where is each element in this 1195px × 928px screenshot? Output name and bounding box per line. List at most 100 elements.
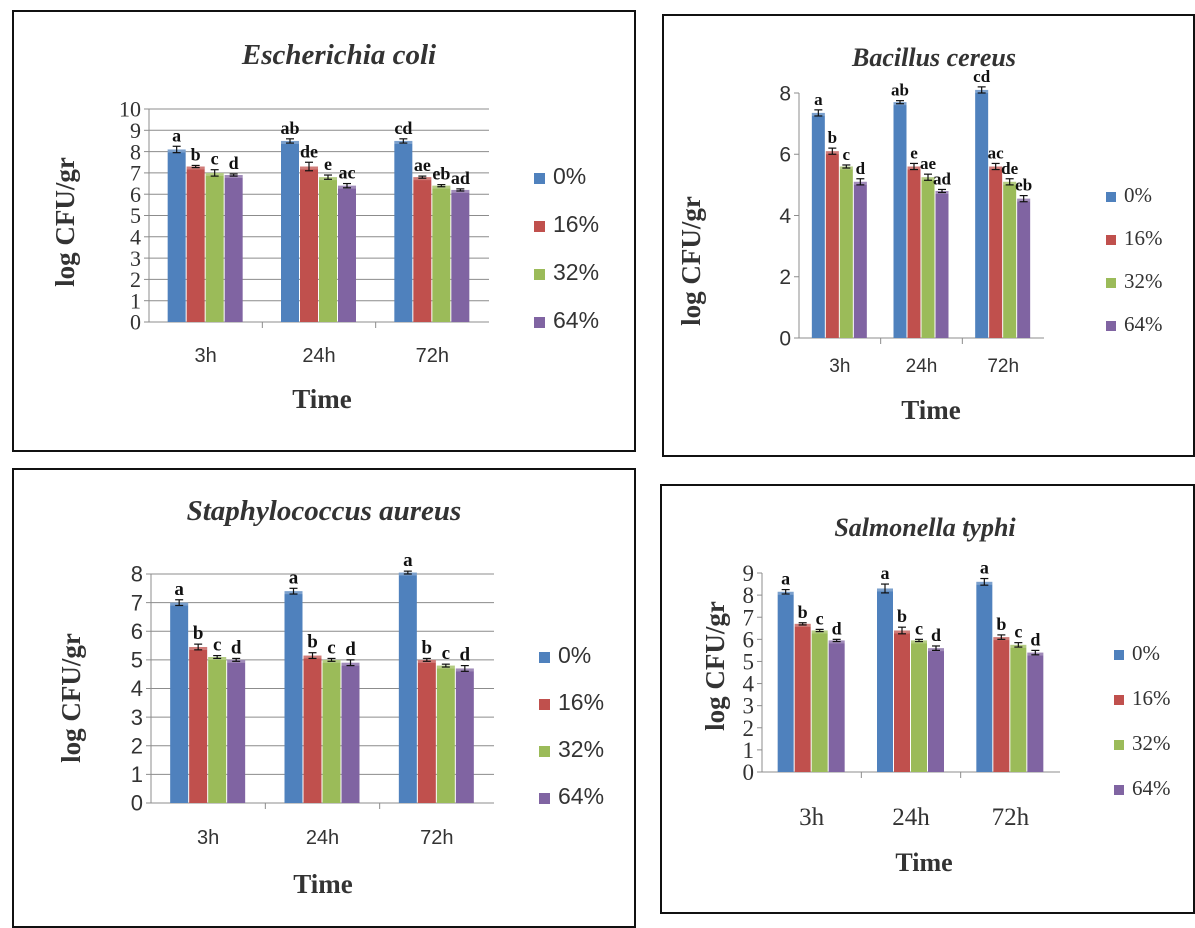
bar [417, 659, 436, 803]
bar [436, 665, 455, 803]
bar [413, 177, 432, 322]
bar [455, 668, 474, 803]
significance-label: c [843, 145, 851, 164]
bar [975, 89, 989, 338]
legend-label: 32% [553, 259, 599, 285]
x-tick-label: 72h [416, 345, 449, 367]
significance-label: b [307, 632, 318, 653]
significance-label: eb [1015, 176, 1032, 195]
legend-label: 0% [558, 642, 591, 668]
bar [811, 112, 825, 338]
significance-label: ad [933, 169, 952, 188]
bar [186, 166, 205, 322]
chart-title: Escherichia coli [241, 39, 436, 71]
legend-label: 0% [1124, 183, 1152, 207]
y-tick-label: 3 [131, 705, 143, 730]
legend-label: 16% [553, 211, 599, 237]
significance-label: cd [973, 67, 991, 86]
legend-swatch [534, 173, 545, 184]
y-tick-label: 0 [779, 327, 791, 350]
y-tick-label: 3 [743, 694, 755, 719]
y-tick-label: 9 [743, 561, 755, 586]
legend-label: 16% [558, 689, 604, 715]
x-tick-label: 24h [302, 345, 335, 367]
bar [432, 185, 451, 322]
significance-label: b [828, 128, 837, 147]
significance-label: a [172, 125, 181, 145]
significance-label: ab [891, 81, 909, 100]
significance-label: c [327, 637, 335, 658]
y-tick-label: 1 [743, 738, 755, 763]
significance-label: a [881, 563, 890, 583]
y-tick-label: 1 [130, 288, 141, 313]
y-tick-label: 4 [131, 676, 143, 701]
y-tick-label: 7 [743, 605, 755, 630]
bar [907, 166, 921, 338]
bar [976, 581, 993, 772]
y-tick-label: 9 [130, 118, 141, 143]
significance-label: a [289, 567, 299, 588]
y-tick-label: 2 [779, 266, 791, 289]
x-tick-label: 24h [306, 827, 339, 849]
y-tick-label: 5 [131, 648, 143, 673]
x-tick-label: 3h [195, 345, 217, 367]
legend-swatch [1114, 785, 1124, 795]
bar [825, 151, 839, 338]
y-tick-label: 8 [743, 583, 755, 608]
significance-label: d [231, 637, 242, 658]
legend-label: 64% [1124, 312, 1163, 336]
significance-label: de [1001, 159, 1018, 178]
significance-label: cd [394, 118, 412, 138]
bar [394, 140, 413, 322]
bar [341, 662, 360, 803]
significance-label: eb [432, 164, 450, 184]
chart-panel-ecoli: 0 1 2 3 4 5 6 7 8 9 10 3h a b c d 24h ab de e ac 72h cd ae eb ad E… [12, 10, 636, 452]
significance-label: e [324, 154, 332, 174]
y-tick-label: 8 [130, 139, 141, 164]
significance-label: c [1014, 622, 1022, 642]
significance-label: b [996, 614, 1006, 634]
significance-label: de [300, 141, 318, 161]
significance-label: b [897, 606, 907, 626]
y-tick-label: 1 [131, 762, 143, 787]
bar [224, 175, 243, 322]
bar [839, 166, 853, 338]
y-tick-label: 6 [131, 619, 143, 644]
y-tick-label: 7 [130, 161, 141, 186]
significance-label: ad [451, 168, 470, 188]
bar [894, 630, 910, 772]
y-tick-label: 2 [131, 733, 143, 758]
legend-label: 64% [553, 307, 599, 333]
y-axis-label: log CFU/gr [56, 633, 86, 763]
x-axis-label: Time [895, 848, 952, 877]
legend-label: 32% [1124, 269, 1163, 293]
y-tick-label: 8 [779, 82, 791, 105]
bar [853, 181, 867, 338]
y-axis-label: log CFU/gr [700, 601, 730, 731]
y-axis-label: log CFU/gr [50, 157, 80, 287]
bar [189, 646, 208, 803]
bar [319, 177, 337, 322]
bar [284, 591, 303, 803]
legend-swatch [1106, 321, 1116, 331]
significance-label: c [442, 643, 450, 664]
x-tick-label: 3h [799, 804, 825, 831]
significance-label: b [798, 602, 808, 622]
chart-panel-bacillus: 0 2 4 6 8 3h a b c d 24h ab e ae ad 72h cd ac de eb Bacillus… [662, 14, 1195, 457]
significance-label: d [345, 639, 356, 660]
significance-label: d [460, 645, 471, 666]
y-tick-label: 5 [130, 203, 141, 228]
legend-label: 64% [558, 783, 604, 809]
significance-label: c [213, 635, 221, 656]
significance-label: d [832, 618, 842, 638]
bar [303, 655, 322, 803]
significance-label: ae [414, 155, 431, 175]
bar [928, 648, 944, 772]
legend-label: 0% [1132, 641, 1160, 665]
y-tick-label: 6 [779, 144, 791, 167]
chart-svg-bacillus: 024683habcd24habeaead72hcdacdeebBacillus… [676, 43, 1163, 425]
bar [921, 177, 935, 338]
significance-label: c [816, 608, 824, 628]
legend-swatch [1106, 192, 1116, 202]
bar [877, 588, 893, 772]
